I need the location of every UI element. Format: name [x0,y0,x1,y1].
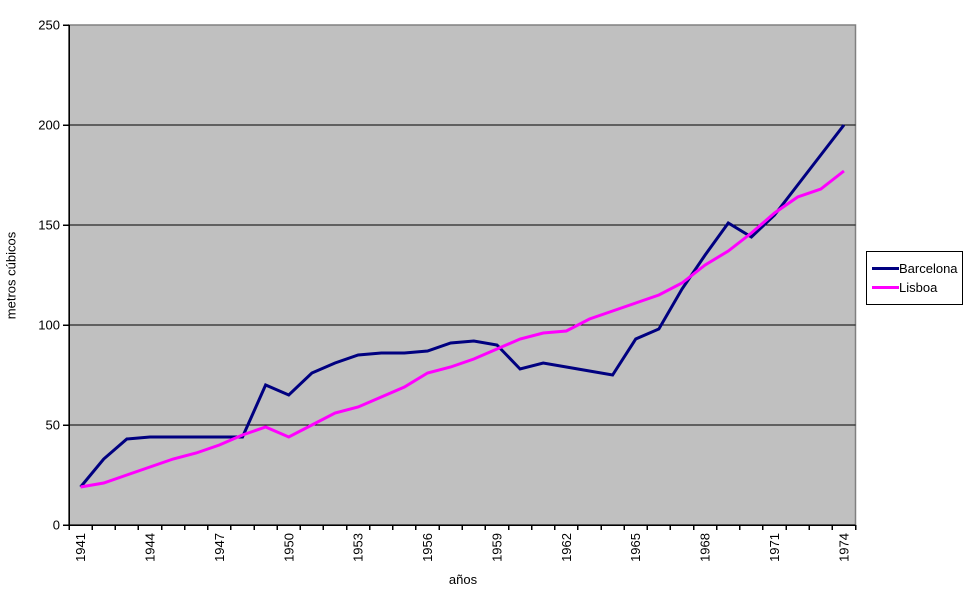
y-tick-label-250: 250 [38,18,60,33]
legend-label: Barcelona [899,261,958,276]
legend-line-swatch [872,286,899,289]
plot-background [68,24,857,526]
y-tick-label-50: 50 [46,418,60,433]
x-tick-label-1941: 1941 [73,533,88,562]
y-tick-label-100: 100 [38,318,60,333]
x-tick-label-1944: 1944 [142,533,157,562]
x-tick-label-1947: 1947 [212,533,227,562]
legend-label: Lisboa [899,280,938,295]
legend-item-lisboa: Lisboa [872,278,958,297]
legend-line-swatch [872,267,899,270]
y-axis-title: metros cúbicos [3,231,19,320]
series-line-lisboa [80,169,845,489]
x-tick-label-1971: 1971 [767,533,782,562]
y-tick-label-150: 150 [38,218,60,233]
x-tick-label-1974: 1974 [836,533,851,562]
x-tick-label-1956: 1956 [420,533,435,562]
y-tick-label-0: 0 [53,518,60,533]
x-tick-label-1968: 1968 [698,533,713,562]
x-tick-label-1953: 1953 [351,533,366,562]
x-tick-label-1959: 1959 [489,533,504,562]
legend: Barcelona Lisboa [866,251,963,305]
x-tick-label-1950: 1950 [281,533,296,562]
series-line-barcelona [79,124,846,488]
x-tick-label-1962: 1962 [559,533,574,562]
x-tick-label-1965: 1965 [628,533,643,562]
legend-item-barcelona: Barcelona [872,259,958,278]
x-axis-title: años [448,572,478,587]
y-tick-label-200: 200 [38,118,60,133]
